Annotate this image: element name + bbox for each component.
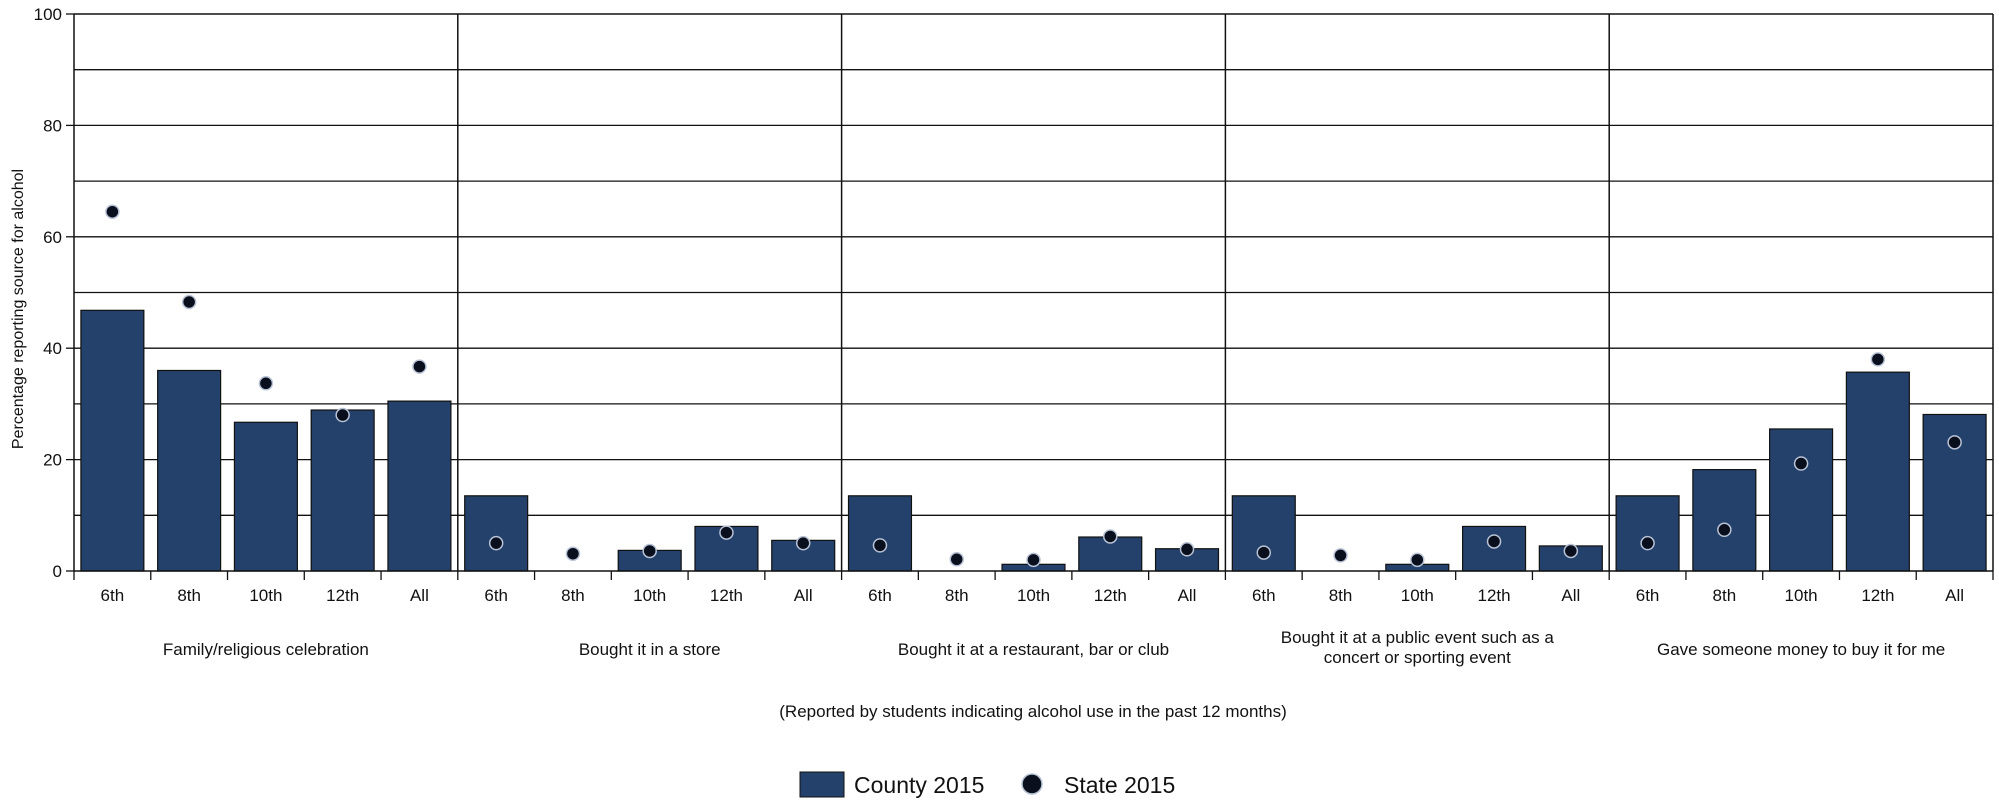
- x-tick-label: 10th: [1401, 586, 1434, 605]
- state-dot: [1026, 552, 1041, 568]
- county-bar: [847, 495, 913, 572]
- state-dot: [258, 376, 274, 391]
- x-tick-label: All: [410, 586, 429, 605]
- group-label: Bought it at a restaurant, bar or club: [898, 640, 1169, 659]
- x-tick-label: 8th: [177, 586, 201, 605]
- group-label: Bought it at a public event such as a: [1281, 628, 1555, 647]
- x-tick-label: 12th: [1478, 586, 1511, 605]
- x-tick-label: All: [1945, 586, 1964, 605]
- county-bar: [1769, 428, 1834, 572]
- legend: County 2015 State 2015: [799, 771, 1175, 798]
- x-tick-label: 12th: [1861, 586, 1894, 605]
- y-tick-label: 60: [43, 228, 62, 247]
- state-dot: [1563, 543, 1579, 559]
- group-label: Family/religious celebration: [163, 640, 369, 659]
- x-tick-label: 12th: [1094, 586, 1127, 605]
- state-dot: [105, 204, 120, 219]
- state-dot: [1179, 542, 1195, 557]
- x-tick-label: 6th: [1252, 586, 1276, 605]
- x-tick-label: 8th: [1329, 586, 1353, 605]
- county-bars: [80, 309, 1987, 572]
- state-dot: [949, 552, 964, 567]
- x-tick-label: 6th: [868, 586, 892, 605]
- legend-county-swatch: [799, 771, 845, 798]
- y-tick-label: 40: [43, 339, 62, 358]
- state-dot: [642, 543, 657, 559]
- x-tick-label: 10th: [1785, 586, 1818, 605]
- x-tick-label: 12th: [710, 586, 743, 605]
- group-label: concert or sporting event: [1324, 648, 1511, 667]
- y-axis-label: Percentage reporting source for alcohol: [10, 169, 27, 449]
- plot-frame: [73, 13, 1994, 572]
- state-dot: [1640, 535, 1655, 551]
- y-tick-label: 20: [43, 451, 62, 470]
- county-bar: [80, 309, 145, 572]
- y-axis-ticks: 0 20 40 60 80 100: [34, 5, 74, 581]
- x-tick-label: All: [1178, 586, 1197, 605]
- county-bar: [157, 369, 222, 572]
- county-bar: [233, 421, 298, 572]
- x-tick-label: 10th: [633, 586, 666, 605]
- state-dot: [872, 538, 888, 553]
- state-dot: [181, 294, 197, 310]
- x-tick-label: All: [1561, 586, 1580, 605]
- state-dot: [1103, 529, 1118, 544]
- legend-state-dot: [1021, 773, 1043, 795]
- state-dot: [565, 546, 581, 561]
- x-tick-label: 8th: [561, 586, 585, 605]
- x-axis-ticks: 6th 8th 10th 12th All 6th 8th 10th 12th All 6th 8th…: [73, 571, 1994, 605]
- y-tick-label: 100: [34, 5, 62, 24]
- x-tick-label: 12th: [326, 586, 359, 605]
- state-dot: [1333, 548, 1348, 563]
- x-tick-label: 6th: [484, 586, 508, 605]
- state-dot: [719, 525, 734, 540]
- x-tick-label: 6th: [1636, 586, 1660, 605]
- county-bar: [1615, 495, 1680, 572]
- group-label: Bought it in a store: [579, 640, 721, 659]
- group-labels: Family/religious celebration Bought it in…: [163, 628, 1945, 667]
- x-tick-label: 6th: [101, 586, 125, 605]
- group-label: Gave someone money to buy it for me: [1657, 640, 1945, 659]
- county-bar: [310, 409, 375, 572]
- county-bar: [1845, 371, 1910, 572]
- county-bar: [1692, 469, 1757, 572]
- x-tick-label: All: [794, 586, 813, 605]
- legend-state-label: State 2015: [1064, 772, 1175, 798]
- state-dot: [795, 535, 811, 551]
- state-dot: [335, 407, 350, 423]
- y-tick-label: 80: [43, 116, 62, 135]
- x-tick-label: 10th: [249, 586, 282, 605]
- state-dot: [1947, 435, 1962, 450]
- state-dot: [1410, 552, 1425, 568]
- state-dot: [1870, 352, 1886, 367]
- state-dot: [1486, 534, 1502, 549]
- state-dot: [1256, 545, 1272, 560]
- state-dot: [412, 359, 427, 374]
- state-dot: [1717, 522, 1732, 538]
- county-bar: [464, 495, 529, 572]
- y-tick-label: 0: [53, 562, 62, 581]
- state-dot: [488, 535, 504, 551]
- state-dots: [105, 204, 1962, 568]
- x-tick-label: 8th: [1713, 586, 1737, 605]
- legend-county-label: County 2015: [854, 772, 984, 798]
- county-bar: [387, 400, 452, 572]
- state-dot: [1793, 456, 1809, 471]
- chart-note: (Reported by students indicating alcohol…: [779, 702, 1286, 721]
- x-tick-label: 10th: [1017, 586, 1050, 605]
- x-tick-label: 8th: [945, 586, 969, 605]
